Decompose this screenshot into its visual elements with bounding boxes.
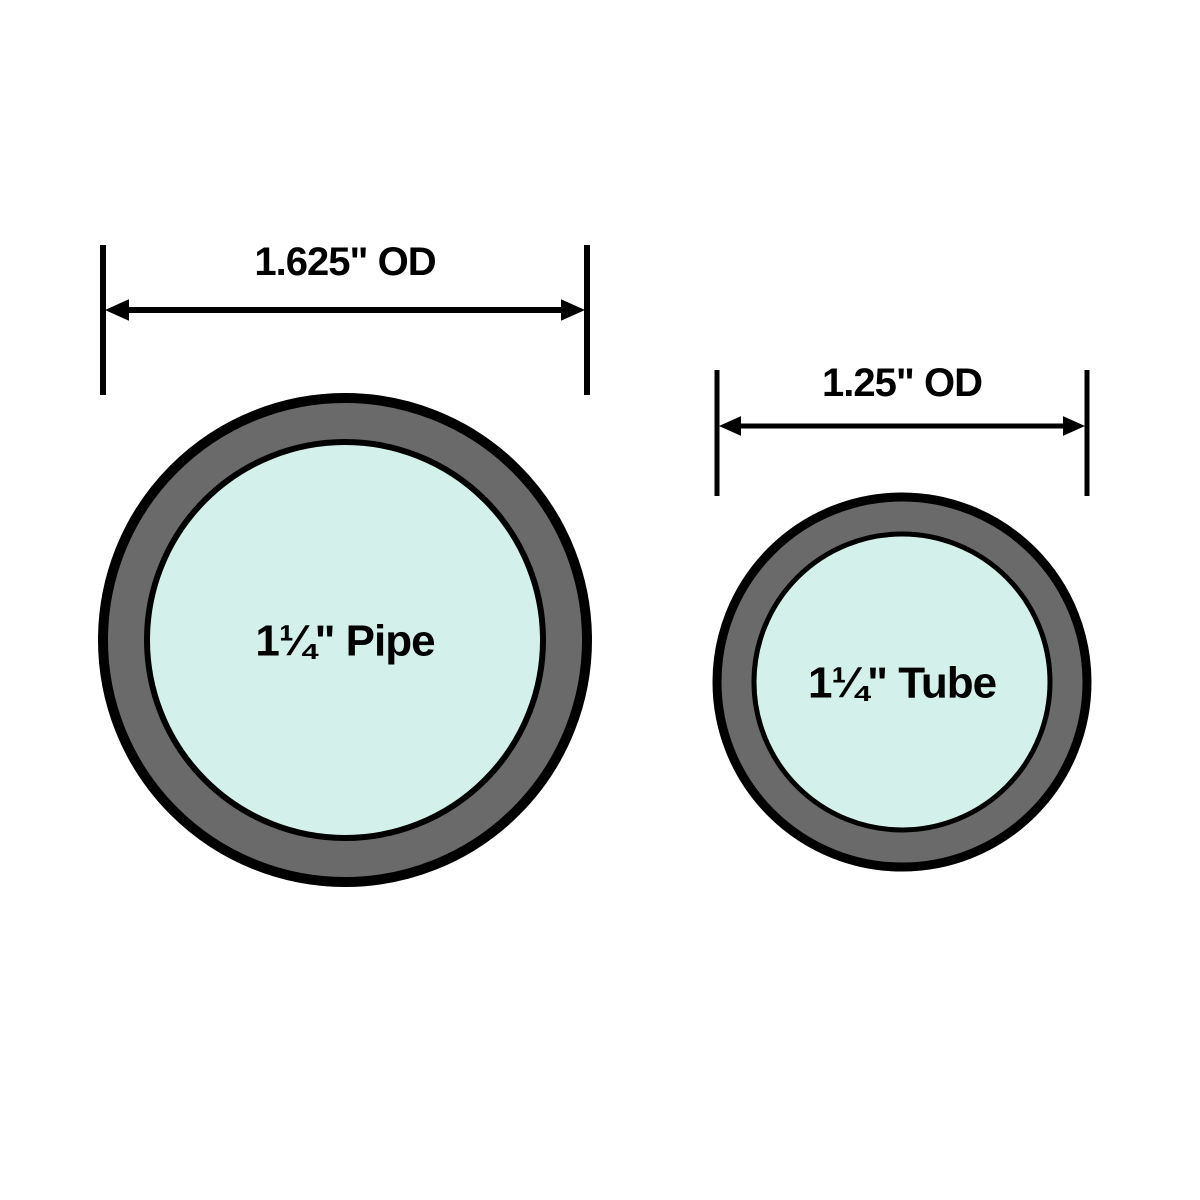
pipe-dim-arrow-right [561, 299, 585, 321]
tube-center-label: 1¼" Tube [808, 658, 996, 707]
tube-group: 1.25" OD 1¼" Tube [717, 361, 1087, 867]
pipe-dimension-label: 1.625" OD [254, 240, 435, 284]
tube-dim-arrow-right [1063, 416, 1085, 436]
tube-dimension-label: 1.25" OD [822, 361, 982, 405]
pipe-center-label: 1¼" Pipe [255, 616, 434, 665]
tube-dim-arrow-left [719, 416, 741, 436]
pipe-dim-arrow-left [105, 299, 129, 321]
pipe-tube-diagram: 1.625" OD 1¼" Pipe 1.25" OD 1¼" Tube [0, 0, 1200, 1200]
pipe-group: 1.625" OD 1¼" Pipe [103, 240, 587, 882]
